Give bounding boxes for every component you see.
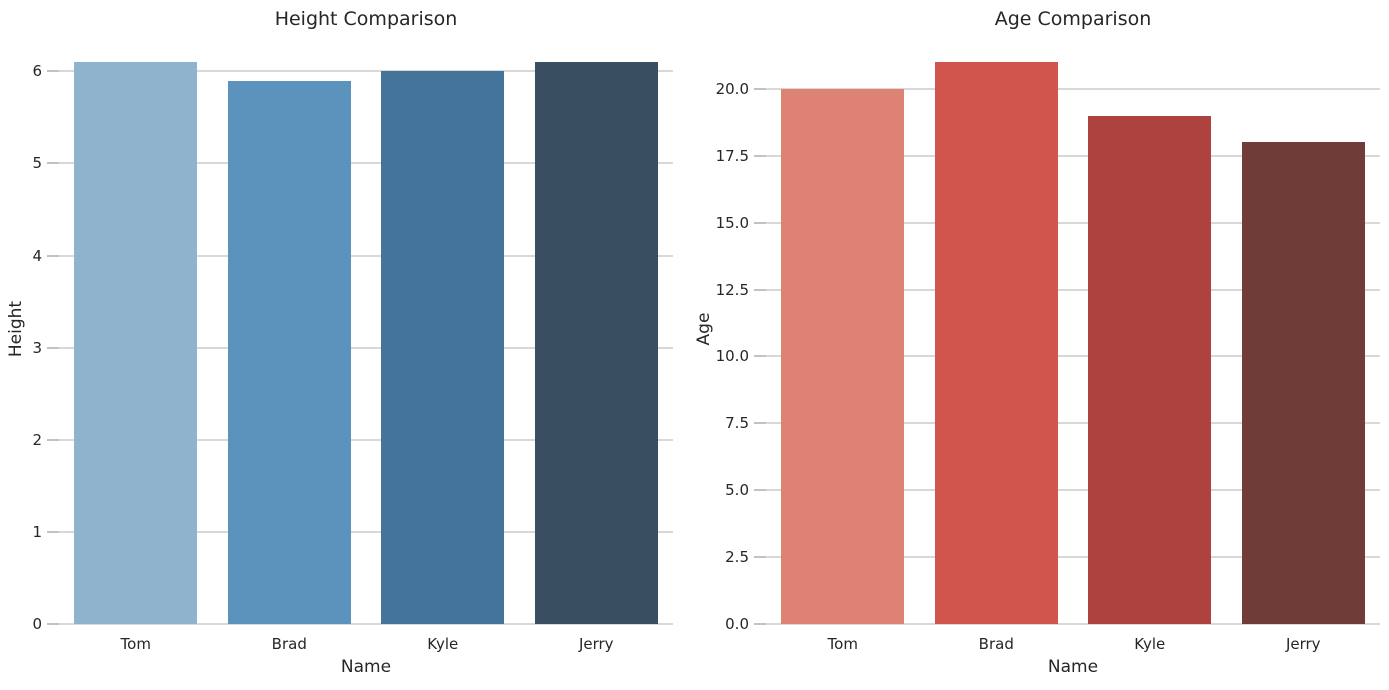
y-tick-mark <box>754 556 766 559</box>
y-tick-mark <box>47 254 59 257</box>
x-tick-label: Tom <box>827 635 858 653</box>
y-tick-mark <box>47 530 59 533</box>
y-tick-label: 0 <box>32 615 42 633</box>
chart-title: Height Comparison <box>274 8 458 30</box>
y-gridline <box>766 288 1380 291</box>
y-tick-label: 0.0 <box>725 615 749 633</box>
y-gridline <box>766 355 1380 358</box>
y-gridline <box>766 154 1380 157</box>
y-tick-label: 2 <box>32 430 42 449</box>
y-tick-mark <box>754 355 766 358</box>
y-gridline <box>59 70 673 73</box>
y-tick-label: 6 <box>32 62 42 81</box>
bar-kyle <box>381 71 505 624</box>
x-tick-label: Brad <box>271 635 307 653</box>
y-tick-label: 12.5 <box>715 280 749 299</box>
y-tick-mark <box>47 70 59 73</box>
y-tick-mark <box>47 162 59 165</box>
y-gridline <box>59 530 673 533</box>
y-gridline <box>766 221 1380 224</box>
y-gridline <box>766 556 1380 559</box>
y-axis-label: Age <box>694 312 714 346</box>
y-gridline <box>59 438 673 441</box>
y-tick-mark <box>754 623 766 625</box>
x-tick-label: Jerry <box>1285 635 1321 653</box>
y-tick-mark <box>754 87 766 90</box>
y-tick-mark <box>754 154 766 157</box>
x-tick-label: Jerry <box>578 635 614 653</box>
x-tick-label: Brad <box>978 635 1014 653</box>
x-tick-label: Kyle <box>427 635 459 653</box>
bar-jerry <box>1241 142 1365 624</box>
bar-tom <box>781 88 905 624</box>
y-gridline <box>766 422 1380 425</box>
x-tick-label: Kyle <box>1134 635 1166 653</box>
y-tick-label: 17.5 <box>715 146 749 165</box>
y-gridline <box>766 87 1380 90</box>
y-tick-mark <box>47 623 59 625</box>
bar-jerry <box>534 62 658 624</box>
y-tick-label: 7.5 <box>725 414 749 433</box>
y-tick-mark <box>754 288 766 291</box>
y-gridline <box>59 346 673 349</box>
y-tick-label: 2.5 <box>725 548 749 567</box>
y-gridline <box>766 623 1380 625</box>
x-axis-label: Name <box>340 657 392 677</box>
x-axis-label: Name <box>1047 657 1099 677</box>
y-gridline <box>59 254 673 257</box>
y-tick-mark <box>47 346 59 349</box>
y-tick-label: 5 <box>32 154 42 173</box>
y-tick-label: 5.0 <box>725 481 749 500</box>
y-tick-mark <box>47 438 59 441</box>
y-gridline <box>766 489 1380 492</box>
y-tick-label: 15.0 <box>715 213 749 232</box>
bar-brad <box>934 62 1058 624</box>
y-gridline <box>59 623 673 625</box>
y-tick-mark <box>754 422 766 425</box>
chart-title: Age Comparison <box>994 8 1152 30</box>
y-tick-label: 4 <box>32 246 42 265</box>
y-tick-label: 10.0 <box>715 347 749 366</box>
y-tick-mark <box>754 489 766 492</box>
y-gridline <box>59 162 673 165</box>
y-tick-mark <box>754 221 766 224</box>
y-tick-label: 1 <box>32 522 42 541</box>
bar-kyle <box>1088 115 1212 624</box>
bar-brad <box>227 80 351 624</box>
y-tick-label: 3 <box>32 338 42 357</box>
x-tick-label: Tom <box>120 635 151 653</box>
bar-tom <box>74 62 198 624</box>
y-tick-label: 20.0 <box>715 79 749 98</box>
